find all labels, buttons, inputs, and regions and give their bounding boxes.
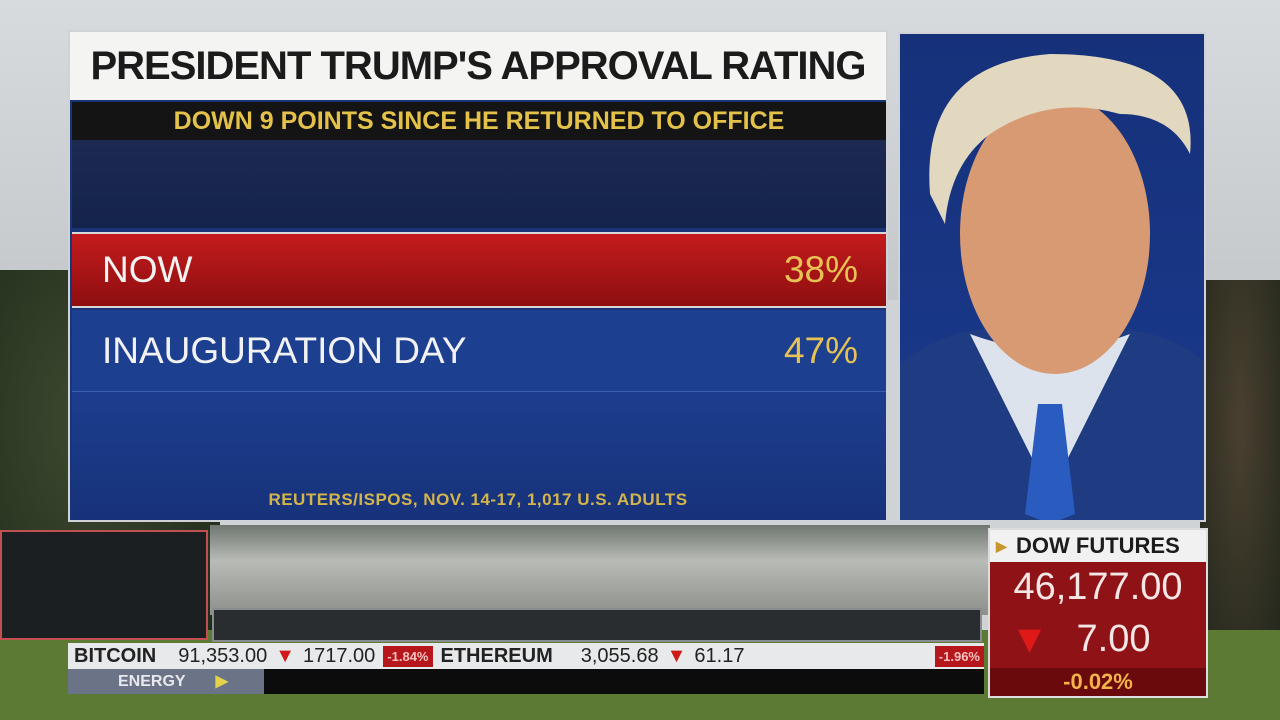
play-arrow-icon: ▶ <box>215 673 228 690</box>
source-note: REUTERS/ISPOS, NOV. 14-17, 1,017 U.S. AD… <box>268 490 688 509</box>
portrait-illustration <box>900 54 1204 520</box>
approval-graphic: PRESIDENT TRUMP'S APPROVAL RATING DOWN 9… <box>68 30 888 522</box>
row-value: 47% <box>783 329 858 371</box>
sector-row: ENERGY ▶ <box>68 669 984 694</box>
graphic-title: PRESIDENT TRUMP'S APPROVAL RATING <box>70 32 886 100</box>
down-arrow-icon: ▼ <box>1018 621 1042 657</box>
ticker-change: 61.17 <box>694 644 745 667</box>
title-text: PRESIDENT TRUMP'S APPROVAL RATING <box>90 44 866 88</box>
graphic-subtitle: DOWN 9 POINTS SINCE HE RETURNED TO OFFIC… <box>72 102 886 140</box>
dow-value: 46,177.00 <box>1013 566 1183 608</box>
row-inauguration-day: INAUGURATION DAY 47% <box>72 310 886 392</box>
down-arrow-icon: ▼ <box>275 644 295 667</box>
lower-panel <box>72 392 886 520</box>
ticker-pct: -1.96% <box>934 645 984 667</box>
lower-third-bar <box>212 608 982 642</box>
dow-futures-box: ▶ DOW FUTURES 46,177.00 ▼ 7.00 -0.02% <box>988 528 1208 698</box>
ticker-price: 3,055.68 <box>580 644 659 667</box>
ticker-price: 91,353.00 <box>178 644 268 667</box>
row-now: NOW 38% <box>72 232 886 308</box>
sector-text: ENERGY <box>118 673 186 690</box>
dow-header: ▶ DOW FUTURES <box>990 530 1206 562</box>
down-arrow-icon: ▼ <box>666 644 687 667</box>
sector-label: ENERGY ▶ <box>68 669 264 694</box>
dow-change: 7.00 <box>1076 617 1151 660</box>
dow-change-row: ▼ 7.00 <box>990 616 1206 662</box>
left-inset-box <box>0 530 208 640</box>
header-spacer <box>72 140 886 228</box>
row-value: 38% <box>783 249 858 290</box>
portrait-photo <box>898 32 1206 522</box>
crypto-ticker: BITCOIN 91,353.00 ▼ 1717.00 -1.84% ETHER… <box>68 643 984 669</box>
dow-percent: -0.02% <box>990 668 1206 696</box>
ticker-name: BITCOIN <box>74 644 157 667</box>
ticker-name: ETHEREUM <box>440 644 553 667</box>
play-arrow-icon: ▶ <box>996 538 1007 554</box>
row-label: NOW <box>102 249 193 290</box>
ticker-change: 1717.00 <box>303 644 376 667</box>
ticker-pct: -1.84% <box>383 645 433 667</box>
row-label: INAUGURATION DAY <box>102 329 467 371</box>
dow-label: DOW FUTURES <box>1016 533 1180 558</box>
background-white-house <box>210 525 990 615</box>
background-trees-right <box>1200 280 1280 640</box>
